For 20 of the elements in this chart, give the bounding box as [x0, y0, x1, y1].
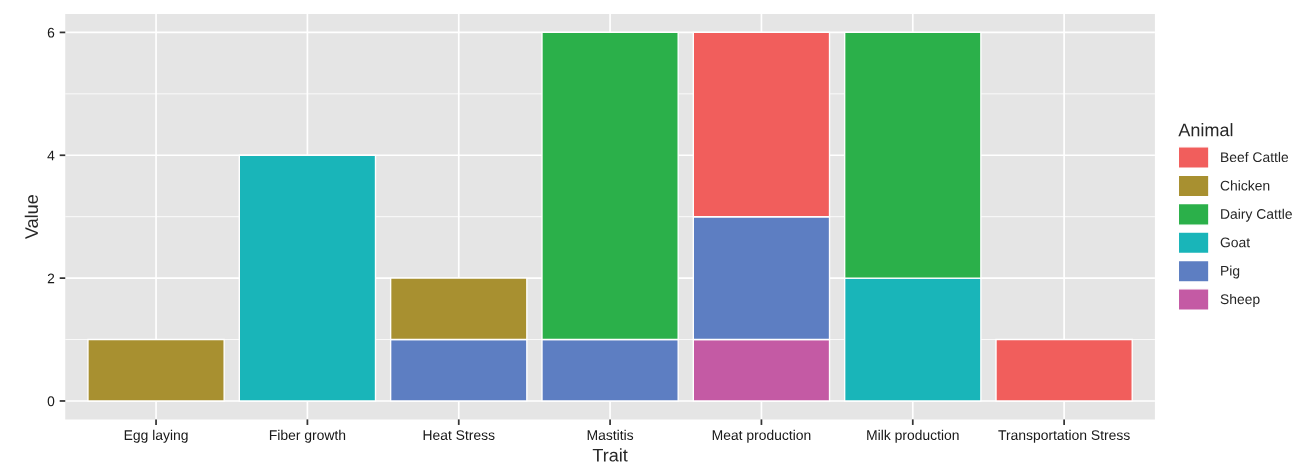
- y-tick-label: 6: [47, 27, 55, 38]
- x-tick-label: Heat Stress: [423, 430, 495, 441]
- x-tick-label: Milk production: [867, 429, 959, 443]
- legend-label: Dairy Cattle: [1221, 208, 1292, 222]
- legend-label: Sheep: [1220, 293, 1260, 307]
- x-tick-label: Egg laying: [124, 429, 188, 443]
- x-tick-label: Fiber growth: [269, 429, 346, 443]
- y-tick-label: 4: [47, 150, 55, 161]
- x-tick-label: Transportation Stress: [998, 429, 1130, 443]
- y-tick-label: 0: [47, 396, 55, 407]
- x-tick-label: Meat production: [712, 429, 811, 443]
- legend-label: Goat: [1220, 237, 1250, 248]
- legend-label: Chicken: [1220, 180, 1270, 191]
- x-axis-title: Trait: [592, 448, 628, 462]
- y-axis-title: Value: [24, 195, 38, 240]
- legend-label: Pig: [1221, 265, 1240, 279]
- x-tick-label: Mastitis: [587, 429, 634, 441]
- y-tick-label: 2: [47, 273, 55, 284]
- legend-label: Beef Cattle: [1221, 151, 1289, 163]
- legend-title: Animal: [1178, 123, 1233, 137]
